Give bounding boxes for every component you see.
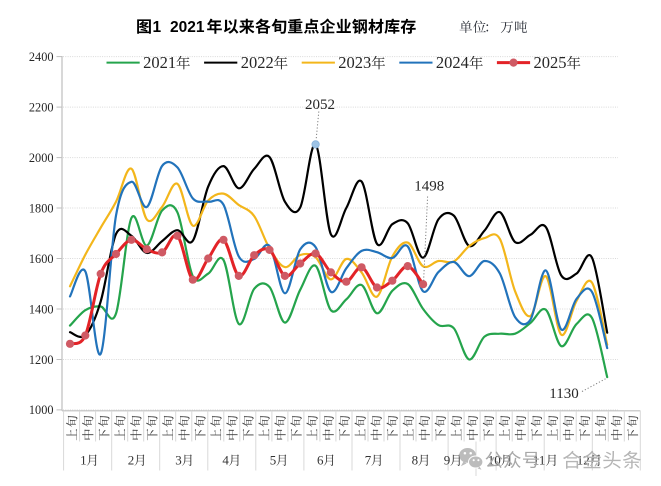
svg-text:1800: 1800 — [29, 201, 54, 215]
svg-text:2200: 2200 — [29, 100, 54, 114]
svg-text:1400: 1400 — [29, 302, 54, 316]
svg-text:8: 8 — [412, 453, 419, 468]
svg-text:10: 10 — [488, 453, 501, 468]
svg-text:1: 1 — [153, 19, 162, 36]
svg-text:2000: 2000 — [29, 151, 54, 165]
svg-text:2025: 2025 — [534, 53, 567, 72]
svg-text:2021: 2021 — [143, 53, 176, 72]
svg-text:2024: 2024 — [436, 53, 469, 72]
svg-text:1498: 1498 — [414, 179, 444, 195]
svg-text:2021: 2021 — [170, 19, 205, 36]
svg-text:1130: 1130 — [549, 386, 578, 402]
svg-text:6: 6 — [317, 453, 324, 468]
svg-text:2052: 2052 — [305, 97, 335, 113]
svg-text:5: 5 — [270, 453, 277, 468]
svg-text:1: 1 — [80, 453, 87, 468]
svg-text:1000: 1000 — [29, 403, 54, 417]
svg-text:2023: 2023 — [338, 53, 371, 72]
svg-text:1600: 1600 — [29, 252, 54, 266]
svg-text:4: 4 — [222, 453, 229, 468]
svg-text:3: 3 — [175, 453, 182, 468]
svg-text:11: 11 — [533, 453, 546, 468]
svg-text:7: 7 — [365, 453, 372, 468]
svg-text:9: 9 — [444, 453, 451, 468]
svg-text:2400: 2400 — [29, 50, 54, 64]
svg-text:1200: 1200 — [29, 353, 54, 367]
svg-text:2022: 2022 — [241, 53, 274, 72]
svg-text:2: 2 — [128, 453, 135, 468]
